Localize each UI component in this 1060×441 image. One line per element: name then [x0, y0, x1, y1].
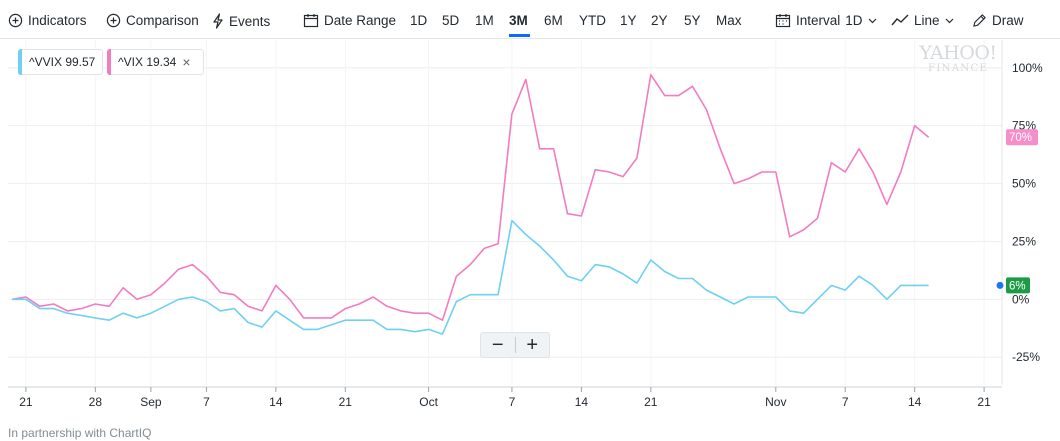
- x-tick-label: 7: [203, 395, 210, 409]
- last-value-badge-bg: [1006, 277, 1030, 294]
- series-lines: [11, 73, 930, 335]
- x-tick-label: 14: [575, 395, 589, 409]
- range-5y[interactable]: 5Y: [684, 13, 701, 28]
- series-tag-value: 19.34: [146, 55, 177, 69]
- comparison-label: Comparison: [126, 13, 199, 28]
- series-tag-vvix[interactable]: ^VVIX 99.57: [18, 49, 103, 75]
- last-value-badge-text: 6%: [1009, 280, 1026, 292]
- x-tick-label: 21: [339, 395, 353, 409]
- calendar-icon: [303, 14, 319, 28]
- last-value-badge-text: 70%: [1009, 132, 1032, 144]
- series-tag-symbol: ^VIX: [118, 55, 143, 69]
- zoom-divider: [514, 337, 516, 353]
- date-range-button[interactable]: Date Range: [303, 13, 396, 28]
- draw-button[interactable]: Draw: [972, 13, 1024, 28]
- toolbar-divider: [0, 38, 1060, 39]
- last-value-badges: 70% 6%: [996, 129, 1038, 294]
- range-5d[interactable]: 5D: [442, 13, 460, 28]
- x-axis: 21 28 Sep 7 14 21 Oct 7 14 21 Nov 7 14 21: [8, 386, 1002, 409]
- chevron-down-icon: [945, 18, 953, 23]
- x-tick-label: 7: [509, 395, 516, 409]
- zoom-controls: − +: [480, 332, 550, 358]
- interval-dropdown[interactable]: Interval 1D: [775, 13, 877, 28]
- date-range-label: Date Range: [324, 13, 397, 28]
- plus-circle-icon: [8, 13, 23, 28]
- y-tick-label: -25%: [1012, 350, 1040, 364]
- last-point-dot: [996, 281, 1004, 289]
- zoom-out-button[interactable]: −: [491, 333, 504, 356]
- series-line-vvix: [12, 219, 929, 335]
- indicators-label: Indicators: [28, 13, 87, 28]
- chart-grid: [8, 40, 1003, 385]
- draw-label: Draw: [992, 13, 1024, 28]
- chartiq-credit: In partnership with ChartIQ: [8, 426, 152, 440]
- remove-series-close-icon[interactable]: ×: [182, 54, 191, 70]
- line-chart[interactable]: 100%75%50%25%0%-25% 21 28 Sep 7 14 21 Oct 7 14 21…: [0, 40, 1060, 426]
- watermark-line1: YAHOO!: [919, 42, 997, 64]
- y-axis: 100% 75% 50% 25% 0% -25%: [1012, 61, 1043, 364]
- x-tick-label: Nov: [765, 395, 786, 409]
- plus-circle-icon: [106, 13, 121, 28]
- x-tick-label: 14: [269, 395, 283, 409]
- x-tick-label: 21: [19, 395, 33, 409]
- range-6m[interactable]: 6M: [544, 13, 563, 28]
- last-value-badge-bg: [1006, 129, 1038, 146]
- y-tick-label: 25%: [1012, 234, 1036, 248]
- range-3m[interactable]: 3M: [509, 13, 528, 28]
- chevron-down-icon: [868, 18, 876, 23]
- chart-toolbar: Indicators Comparison Events Date Range …: [0, 0, 1060, 40]
- range-1y[interactable]: 1Y: [620, 13, 637, 28]
- range-ytd[interactable]: YTD: [579, 13, 606, 28]
- events-label: Events: [229, 13, 271, 29]
- zoom-in-button[interactable]: +: [526, 333, 539, 356]
- interval-label: Interval: [796, 13, 841, 28]
- range-2y[interactable]: 2Y: [651, 13, 668, 28]
- line-chart-icon: [891, 14, 909, 26]
- series-line-vix: [11, 73, 930, 322]
- pencil-icon: [973, 14, 986, 27]
- lightning-icon: [213, 13, 223, 29]
- range-1d[interactable]: 1D: [410, 13, 428, 28]
- chart-type-dropdown[interactable]: Line: [891, 13, 954, 28]
- x-tick-label: 21: [977, 395, 991, 409]
- series-color-swatch: [18, 49, 22, 75]
- series-tag-symbol: ^VVIX: [29, 55, 62, 69]
- events-button[interactable]: Events: [212, 13, 270, 29]
- range-1m[interactable]: 1M: [475, 13, 494, 28]
- x-tick-label: 28: [89, 395, 103, 409]
- series-tag-vix[interactable]: ^VIX 19.34 ×: [107, 49, 204, 75]
- x-tick-label: Oct: [419, 395, 438, 409]
- comparison-button[interactable]: Comparison: [106, 13, 199, 28]
- chart-type-label: Line: [914, 13, 940, 28]
- y-tick-label: 100%: [1012, 61, 1043, 75]
- watermark-line2: FINANCE: [927, 62, 989, 74]
- series-tag-value: 99.57: [65, 55, 96, 69]
- y-tick-label: 75%: [1012, 119, 1036, 133]
- range-max[interactable]: Max: [716, 13, 742, 28]
- x-tick-label: 14: [908, 395, 922, 409]
- interval-calendar-icon: [775, 14, 791, 28]
- indicators-button[interactable]: Indicators: [8, 13, 87, 28]
- yahoo-finance-watermark: YAHOO! FINANCE: [918, 44, 998, 74]
- y-tick-label: 0%: [1012, 292, 1030, 306]
- active-range-indicator: [509, 34, 530, 37]
- x-tick-label: 21: [644, 395, 658, 409]
- x-tick-label: 7: [842, 395, 849, 409]
- y-tick-label: 50%: [1012, 177, 1036, 191]
- interval-value: 1D: [845, 13, 863, 28]
- series-color-swatch: [107, 49, 111, 75]
- x-tick-label: Sep: [140, 395, 162, 409]
